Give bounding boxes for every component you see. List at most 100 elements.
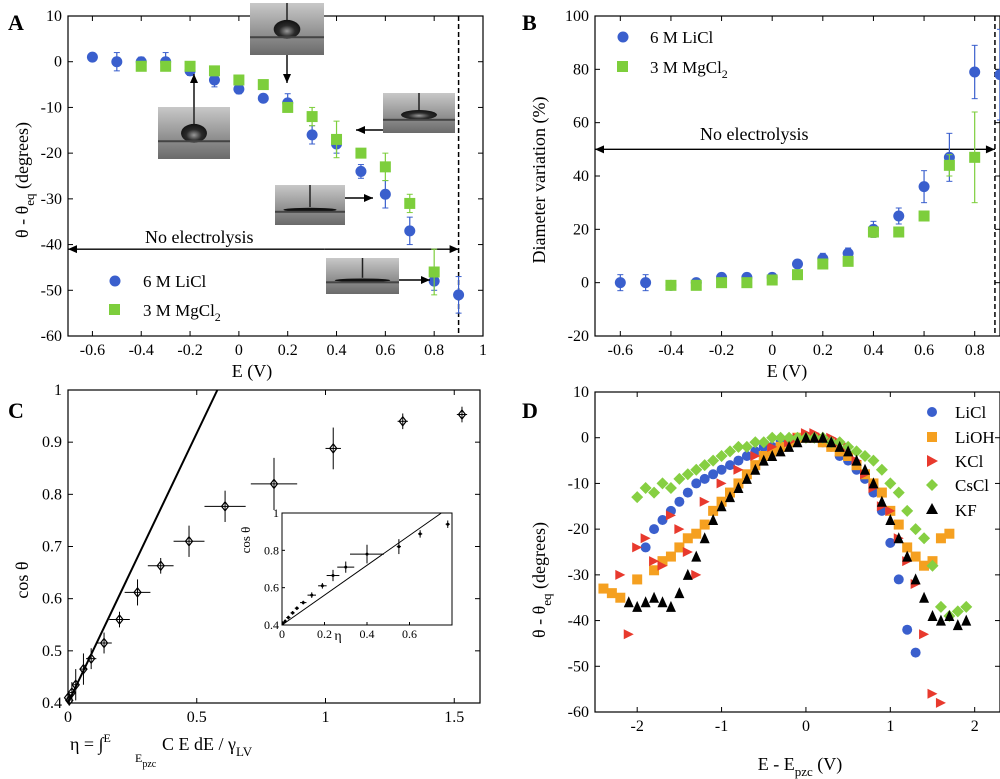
panel-a-point — [233, 74, 245, 86]
panel-b-point — [665, 279, 677, 291]
panel-d-point-lioh — [944, 528, 955, 539]
panel-c-inset-xtick-label: 0.4 — [360, 627, 375, 641]
panel-c-inset-point — [446, 522, 450, 526]
panel-d-point-licl — [733, 455, 744, 466]
panel-d-ytick-label: -40 — [568, 613, 589, 630]
panel-a-ytick-label: -30 — [41, 191, 62, 208]
panel-d-point-kf — [750, 463, 761, 475]
panel-c-point — [67, 687, 77, 699]
panel-c-inset-point — [397, 545, 401, 549]
svg-text:C E dE / γLV: C E dE / γLV — [162, 734, 253, 759]
panel-c-fit-line — [67, 389, 219, 704]
panel-d-point-kf — [733, 482, 744, 493]
panel-c-inset-point — [283, 619, 287, 623]
panel-d-ytick-label: 10 — [573, 384, 589, 401]
panel-d-point-cscl — [715, 450, 728, 462]
panel-b-point — [690, 279, 702, 291]
panel-d-point-cscl — [639, 482, 652, 494]
panel-d-point-kcl — [682, 547, 693, 557]
panel-d-point-kf — [834, 440, 845, 452]
panel-d-point-kf — [657, 596, 668, 608]
panel-c-inset-ytick-label: 0.6 — [264, 581, 279, 595]
panel-c-inset-ytick-label: 0.8 — [264, 543, 279, 557]
panel-d-point-licl — [699, 473, 710, 484]
panel-c-ytick-label: 0.5 — [42, 643, 62, 660]
panel-c-point — [398, 415, 408, 427]
svg-text:θ - θeq (degrees): θ - θeq (degrees) — [12, 122, 37, 238]
panel-a-droplet-3-arrow-head — [356, 126, 365, 134]
panel-d-point-kf — [893, 532, 904, 544]
panel-b-arrow-right-head — [985, 145, 995, 154]
panel-a-ylabel-unit: (degrees) — [12, 122, 33, 193]
panel-a-point — [257, 79, 269, 91]
panel-d-point-cscl — [673, 472, 686, 485]
panel-d-point-kf — [809, 431, 820, 443]
panel-c-point — [71, 679, 80, 691]
panel-a-xtick-label: 0.6 — [375, 342, 395, 359]
legend-a-licl-label: 6 M LiCl — [143, 272, 207, 291]
panel-a-point — [428, 266, 440, 278]
panel-d-point-lioh — [919, 560, 930, 571]
panel-d-point-lioh — [649, 565, 660, 576]
panel-d-point-cscl — [783, 431, 796, 444]
panel-d-ylabel: θ - θeq (degrees) — [529, 522, 554, 638]
panel-d-point-lioh — [708, 505, 719, 516]
panel-a-point — [404, 197, 416, 209]
panel-d-point-cscl — [690, 463, 703, 476]
panel-a-point — [111, 56, 123, 68]
panel-b-ytick-label: 60 — [573, 115, 589, 132]
panel-d-point-kf — [851, 454, 862, 466]
panel-b-point — [918, 181, 930, 193]
panel-d-point-kf — [691, 550, 702, 562]
panel-b-point — [792, 258, 803, 270]
panel-d-point-kcl — [733, 464, 744, 475]
panel-c-xtick-label: 1 — [322, 709, 330, 726]
panel-b-xtick-label: 0.6 — [914, 342, 934, 359]
panel-c-inset-point — [301, 601, 305, 605]
panel-c-point — [457, 409, 467, 420]
panel-d-point-cscl — [749, 436, 762, 449]
panel-d-point-cscl — [766, 431, 779, 444]
panel-c-inset-point — [310, 593, 314, 597]
panel-d-point-kf — [919, 591, 930, 603]
panel-c-inset-point — [344, 565, 348, 569]
panel-a-point — [404, 225, 416, 237]
panel-c-inset-point — [331, 574, 335, 578]
panel-c-inset-xlabel: η — [334, 629, 341, 644]
panel-c-xlabel-sub: E — [135, 751, 142, 765]
panel-b-point — [918, 210, 930, 222]
panel-b-xtick-label: 0.4 — [863, 342, 883, 359]
panel-c-inset-line — [281, 512, 442, 626]
panel-c-ytick-label: 0.8 — [42, 486, 62, 503]
panel-label-d: D — [522, 398, 538, 423]
panel-a-droplet-4-arrow-head — [364, 194, 373, 202]
panel-d-point-licl — [902, 624, 913, 635]
legend-b-mgcl-marker — [617, 61, 628, 72]
panel-d-point-kcl — [615, 569, 626, 580]
panel-a-droplet-1-drop — [181, 123, 207, 143]
panel-d-point-cscl — [698, 459, 711, 472]
panel-d-point-cscl — [648, 486, 661, 499]
panel-a-point — [233, 83, 245, 95]
panel-a-ylabel: θ - θeq (degrees) — [12, 122, 37, 238]
panel-d-point-cscl — [892, 486, 905, 499]
panel-b-ytick-label: -20 — [568, 328, 589, 345]
panel-d-point-cscl — [724, 445, 736, 458]
panel-d-point-cscl — [740, 440, 753, 453]
panel-d-point-licl — [682, 487, 693, 498]
legend-b-mgcl-sub: 2 — [722, 67, 728, 81]
panel-c-inset-frame — [281, 512, 453, 626]
panel-a-xtick-label: 1 — [479, 342, 487, 359]
panel-d-point-licl — [893, 574, 904, 585]
panel-d-point-cscl — [867, 454, 880, 467]
panel-a-droplet-4-surface — [275, 210, 345, 213]
panel-d-point-lioh — [657, 556, 668, 567]
panel-b-arrow-left-head — [595, 145, 604, 154]
legend-a-licl-marker — [109, 275, 121, 287]
panel-a-point — [306, 129, 318, 141]
panel-a-droplet-1-surface — [158, 140, 230, 143]
panel-b-point — [640, 277, 652, 289]
legend-d-lioh-label: LiOH — [955, 428, 995, 447]
panel-a-ytick-label: -60 — [41, 328, 62, 345]
panel-label-c: C — [8, 398, 24, 423]
